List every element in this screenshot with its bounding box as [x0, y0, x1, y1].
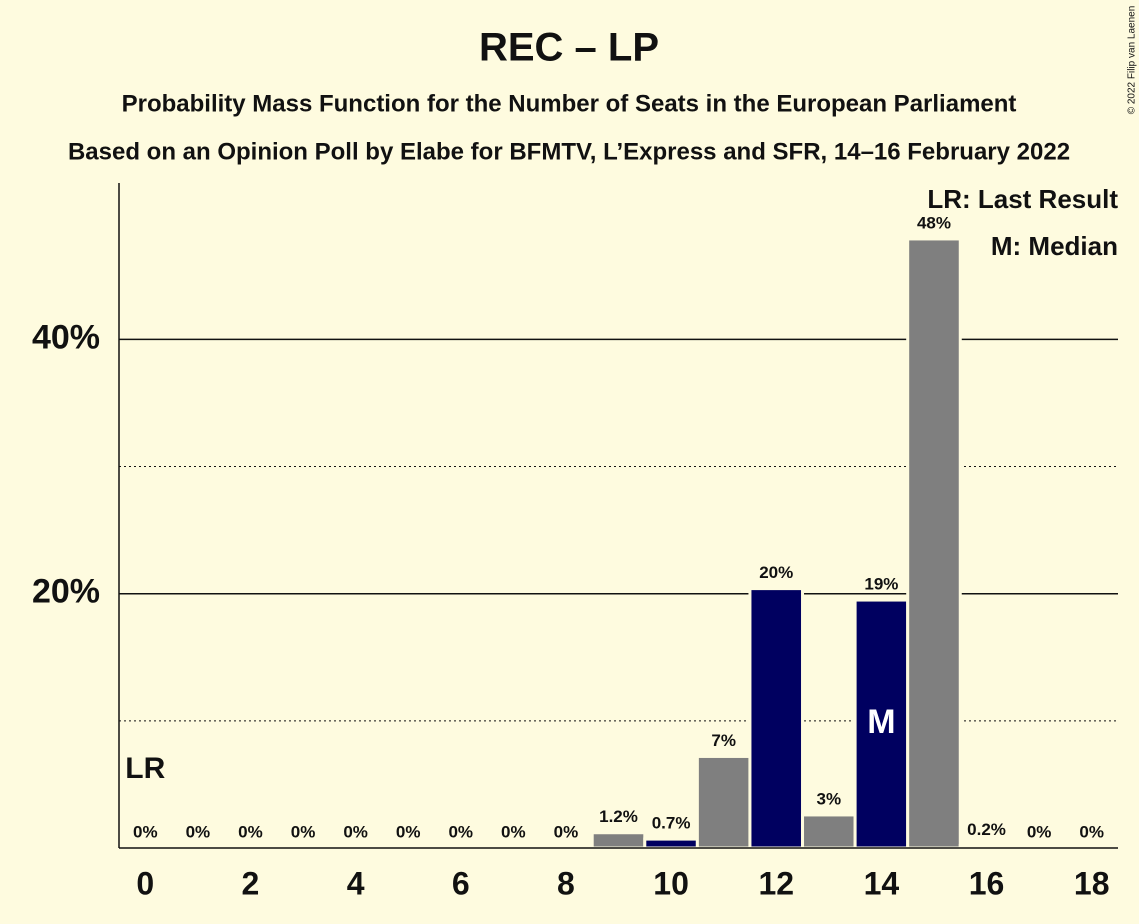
value-label: 0%	[554, 822, 579, 841]
copyright: © 2022 Filip van Laenen	[1127, 6, 1138, 115]
x-tick-label: 18	[1074, 865, 1110, 901]
bar	[748, 587, 805, 850]
value-label: 0%	[1027, 822, 1052, 841]
value-label: 20%	[759, 563, 793, 582]
x-tick-label: 6	[452, 865, 470, 901]
x-tick-label: 4	[347, 865, 365, 901]
legend-entry: LR: Last Result	[927, 184, 1118, 214]
value-label: 0.7%	[652, 814, 691, 833]
value-label: 0.2%	[967, 820, 1006, 839]
value-label: 0%	[396, 822, 421, 841]
x-tick-label: 0	[136, 865, 154, 901]
value-label: 3%	[817, 789, 842, 808]
bar	[906, 237, 962, 850]
chart-title: REC – LP	[479, 26, 659, 70]
bar	[590, 831, 647, 850]
last-result-marker: LR	[125, 752, 165, 785]
median-marker: M	[867, 703, 895, 741]
chart-subtitle: Based on an Opinion Poll by Elabe for BF…	[68, 138, 1070, 165]
value-label: 0%	[186, 822, 211, 841]
x-tick-label: 12	[758, 865, 794, 901]
value-label: 1.2%	[599, 807, 638, 826]
x-tick-label: 14	[864, 865, 900, 901]
value-label: 0%	[448, 822, 473, 841]
chart-subtitle: Probability Mass Function for the Number…	[122, 90, 1017, 117]
bar	[643, 837, 699, 850]
bar	[801, 813, 857, 850]
x-tick-label: 2	[242, 865, 260, 901]
x-tick-label: 10	[653, 865, 689, 901]
value-label: 7%	[711, 731, 736, 750]
value-label: 0%	[343, 822, 368, 841]
x-tick-label: 8	[557, 865, 575, 901]
value-label: 0%	[1079, 822, 1104, 841]
value-label: 0%	[291, 822, 316, 841]
y-tick-label: 20%	[32, 573, 100, 611]
value-label: 0%	[501, 822, 526, 841]
value-label: 48%	[917, 213, 951, 232]
value-label: 0%	[133, 822, 158, 841]
value-label: 19%	[864, 575, 898, 594]
bar	[695, 754, 752, 850]
legend-entry: M: Median	[991, 231, 1118, 261]
x-tick-label: 16	[969, 865, 1005, 901]
y-tick-label: 40%	[32, 318, 100, 356]
value-label: 0%	[238, 822, 263, 841]
